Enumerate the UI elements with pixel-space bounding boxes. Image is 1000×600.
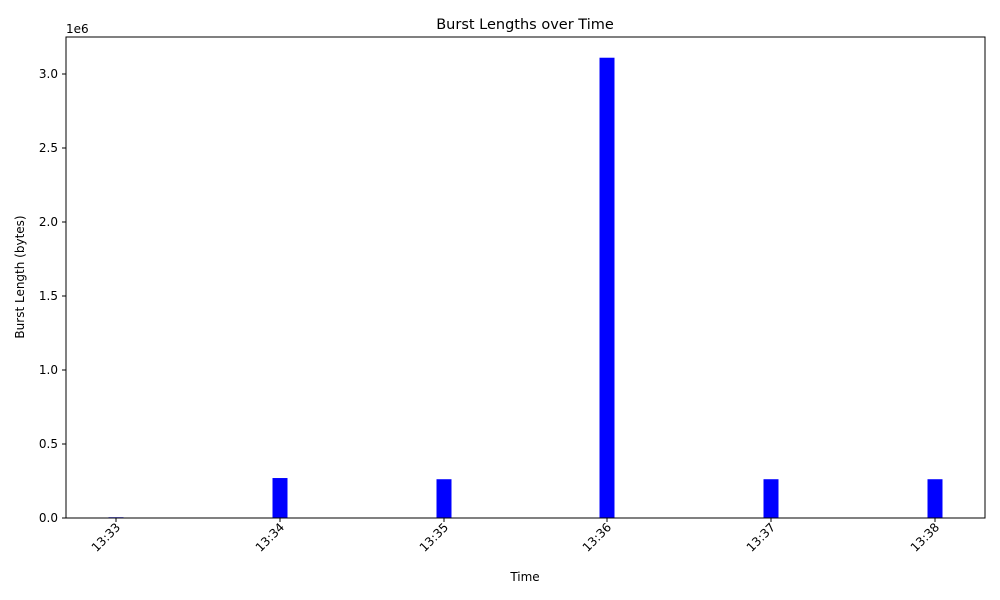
bar-1334 (272, 478, 288, 518)
y-tick-label: 0.5 (39, 437, 58, 451)
y-ticks-group: 0.0 0.5 1.0 1.5 2.0 2.5 3.0 (39, 67, 66, 525)
y-tick-label: 0.0 (39, 511, 58, 525)
y-tick-label: 1.5 (39, 289, 58, 303)
y-offset-label: 1e6 (66, 22, 89, 36)
x-axis-label: Time (509, 570, 539, 584)
y-tick-label: 2.5 (39, 141, 58, 155)
axes-frame (65, 36, 986, 519)
y-tick-label: 2.0 (39, 215, 58, 229)
bar-1336 (599, 57, 615, 518)
bar-1335 (436, 479, 452, 518)
bar-1337 (763, 479, 779, 518)
bars-group (108, 57, 943, 518)
y-axis-label: Burst Length (bytes) (13, 215, 27, 338)
bar-1338 (927, 479, 943, 518)
chart-title: Burst Lengths over Time (436, 17, 614, 33)
y-tick-label: 1.0 (39, 363, 58, 377)
y-tick-label: 3.0 (39, 67, 58, 81)
